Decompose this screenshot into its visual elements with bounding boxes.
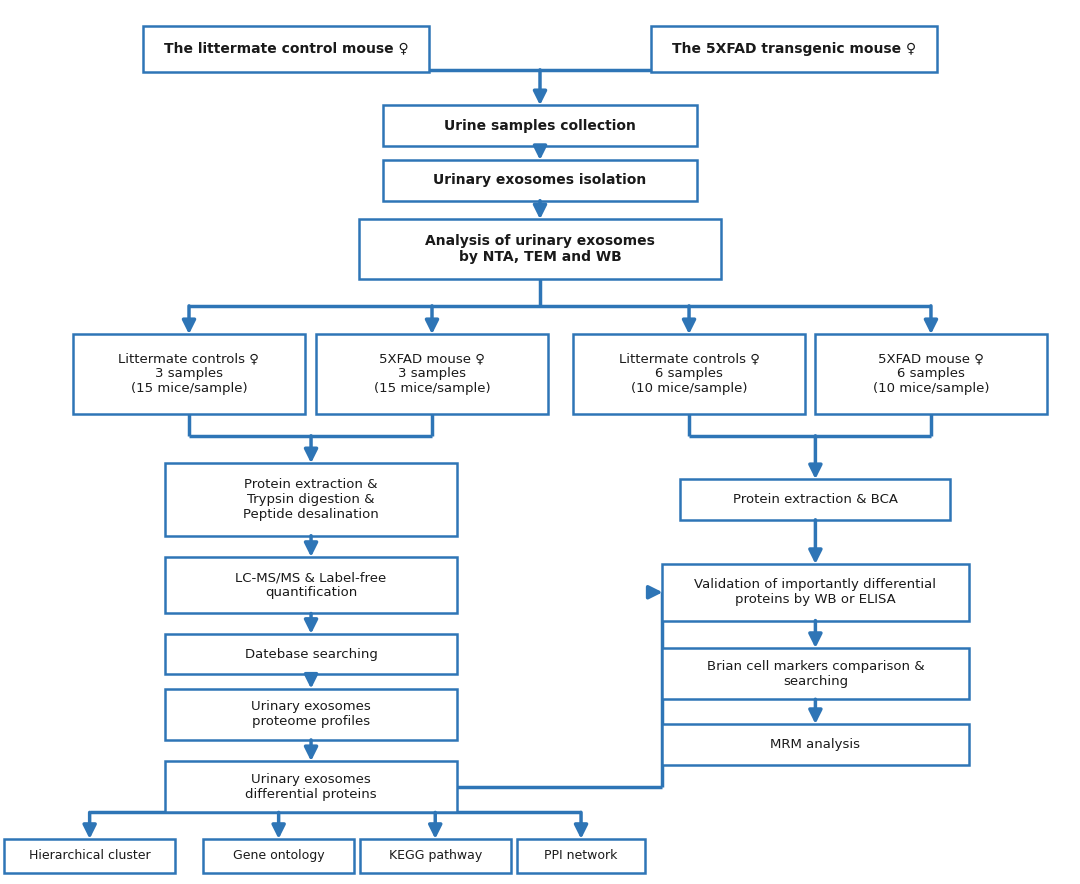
Text: The 5XFAD transgenic mouse ♀: The 5XFAD transgenic mouse ♀	[672, 42, 916, 56]
FancyBboxPatch shape	[165, 761, 457, 812]
Text: The littermate control mouse ♀: The littermate control mouse ♀	[164, 42, 408, 56]
FancyBboxPatch shape	[517, 839, 645, 873]
Text: Urinary exosomes isolation: Urinary exosomes isolation	[433, 173, 647, 187]
FancyBboxPatch shape	[661, 564, 970, 621]
FancyBboxPatch shape	[165, 634, 457, 674]
Text: LC-MS/MS & Label-free
quantification: LC-MS/MS & Label-free quantification	[235, 571, 387, 599]
Text: KEGG pathway: KEGG pathway	[389, 850, 482, 862]
Text: Urinary exosomes
proteome profiles: Urinary exosomes proteome profiles	[252, 700, 370, 728]
FancyBboxPatch shape	[165, 463, 457, 536]
Text: Datebase searching: Datebase searching	[244, 648, 378, 660]
Text: MRM analysis: MRM analysis	[770, 738, 861, 751]
Text: Brian cell markers comparison &
searching: Brian cell markers comparison & searchin…	[706, 659, 924, 688]
Text: Gene ontology: Gene ontology	[233, 850, 324, 862]
Text: Analysis of urinary exosomes
by NTA, TEM and WB: Analysis of urinary exosomes by NTA, TEM…	[426, 234, 654, 264]
Text: 5XFAD mouse ♀
6 samples
(10 mice/sample): 5XFAD mouse ♀ 6 samples (10 mice/sample)	[873, 353, 989, 395]
FancyBboxPatch shape	[572, 334, 806, 414]
FancyBboxPatch shape	[661, 648, 970, 699]
Text: Littermate controls ♀
6 samples
(10 mice/sample): Littermate controls ♀ 6 samples (10 mice…	[619, 353, 759, 395]
FancyBboxPatch shape	[814, 334, 1048, 414]
Text: Urine samples collection: Urine samples collection	[444, 118, 636, 133]
FancyBboxPatch shape	[383, 105, 697, 146]
Text: Protein extraction & BCA: Protein extraction & BCA	[733, 493, 897, 506]
Text: Protein extraction &
Trypsin digestion &
Peptide desalination: Protein extraction & Trypsin digestion &…	[243, 478, 379, 521]
FancyBboxPatch shape	[383, 160, 697, 201]
FancyBboxPatch shape	[165, 557, 457, 613]
FancyBboxPatch shape	[316, 334, 549, 414]
Text: Littermate controls ♀
3 samples
(15 mice/sample): Littermate controls ♀ 3 samples (15 mice…	[119, 353, 259, 395]
FancyBboxPatch shape	[680, 479, 950, 520]
FancyBboxPatch shape	[143, 26, 430, 72]
Text: PPI network: PPI network	[544, 850, 618, 862]
FancyBboxPatch shape	[359, 219, 721, 279]
Text: Hierarchical cluster: Hierarchical cluster	[29, 850, 150, 862]
FancyBboxPatch shape	[661, 724, 970, 765]
FancyBboxPatch shape	[4, 839, 175, 873]
Text: 5XFAD mouse ♀
3 samples
(15 mice/sample): 5XFAD mouse ♀ 3 samples (15 mice/sample)	[374, 353, 490, 395]
FancyBboxPatch shape	[650, 26, 937, 72]
FancyBboxPatch shape	[203, 839, 354, 873]
FancyBboxPatch shape	[360, 839, 511, 873]
Text: Validation of importantly differential
proteins by WB or ELISA: Validation of importantly differential p…	[694, 578, 936, 606]
FancyBboxPatch shape	[72, 334, 305, 414]
Text: Urinary exosomes
differential proteins: Urinary exosomes differential proteins	[245, 773, 377, 801]
FancyBboxPatch shape	[165, 689, 457, 740]
